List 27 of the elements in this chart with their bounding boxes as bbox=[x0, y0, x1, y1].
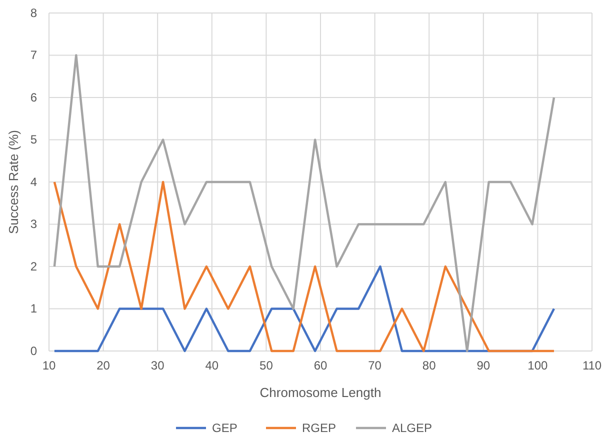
x-tick-label: 60 bbox=[314, 358, 328, 373]
y-tick-label: 0 bbox=[30, 344, 38, 358]
x-tick-label: 30 bbox=[150, 358, 165, 373]
y-axis-title: Success Rate (%) bbox=[6, 130, 21, 234]
line-series bbox=[53, 180, 556, 352]
y-tick-label: 1 bbox=[30, 302, 38, 316]
y-tick-label: 8 bbox=[30, 6, 38, 20]
x-axis-title: Chromosome Length bbox=[260, 385, 382, 400]
line-series bbox=[53, 54, 556, 352]
x-tick-label: 90 bbox=[476, 358, 490, 373]
x-tick-label: 110 bbox=[582, 358, 602, 373]
y-tick-label: 3 bbox=[30, 217, 38, 232]
legend-label: RGEP bbox=[302, 421, 336, 435]
y-tick-label: 5 bbox=[30, 132, 38, 147]
x-tick-label: 70 bbox=[368, 358, 382, 373]
legend-label: ALGEP bbox=[392, 421, 432, 435]
x-tick-label: 10 bbox=[42, 358, 56, 373]
x-tick-label: 20 bbox=[96, 358, 110, 373]
x-tick-label: 50 bbox=[260, 358, 274, 373]
x-tick-label: 100 bbox=[528, 358, 548, 373]
x-tick-label: 40 bbox=[205, 358, 219, 373]
legend-label: GEP bbox=[212, 421, 238, 435]
y-tick-label: 4 bbox=[30, 174, 38, 189]
y-tick-label: 2 bbox=[30, 259, 38, 274]
y-tick-label: 7 bbox=[30, 48, 38, 62]
y-tick-label: 6 bbox=[30, 90, 38, 104]
x-tick-label: 80 bbox=[422, 358, 436, 373]
